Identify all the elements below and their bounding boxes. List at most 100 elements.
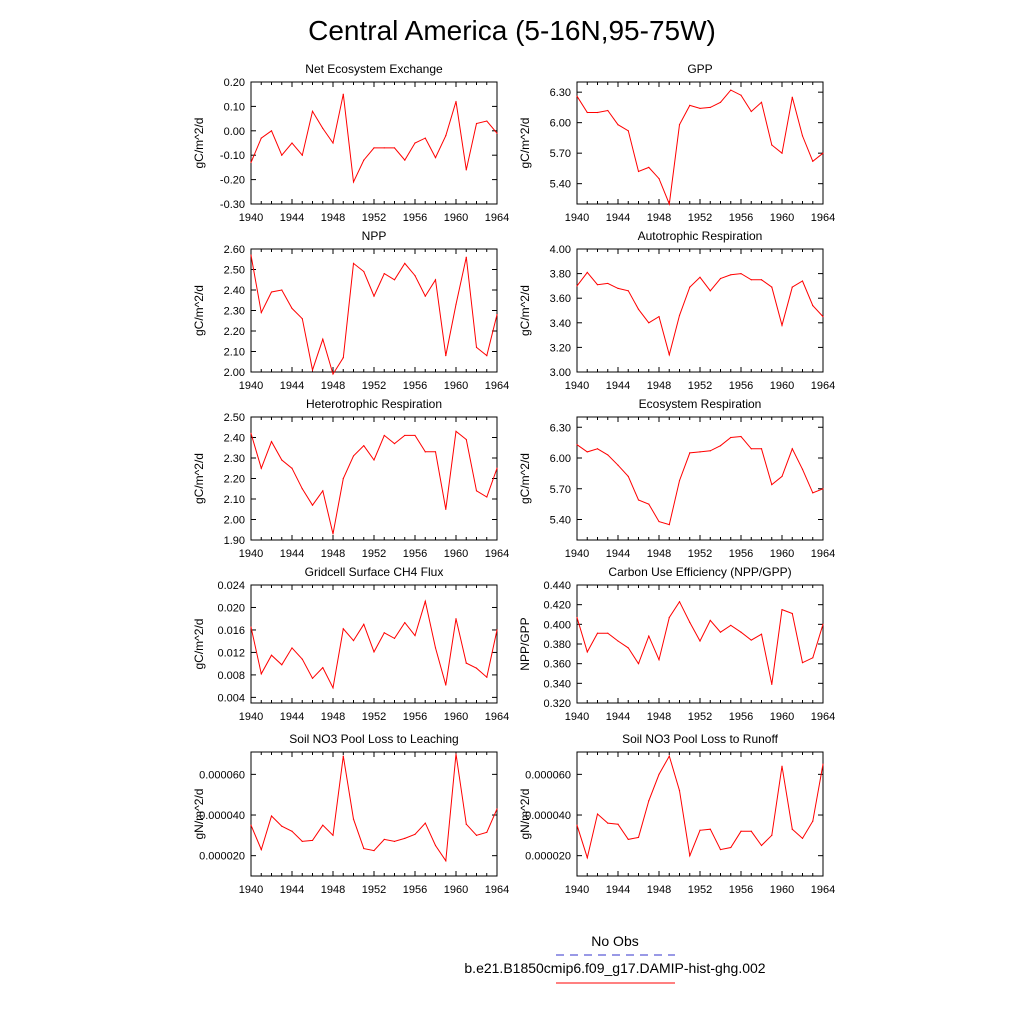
data-point <box>658 773 660 775</box>
legend-label-model: b.e21.B1850cmip6.f09_g17.DAMIP-hist-ghg.… <box>464 960 765 976</box>
data-point <box>627 475 629 478</box>
data-point <box>791 286 793 288</box>
data-point <box>363 445 365 447</box>
data-point <box>260 137 262 139</box>
plot-frame <box>250 751 498 877</box>
data-point <box>414 634 416 637</box>
data-point <box>445 135 447 137</box>
y-axis-label: gC/m^2/d <box>518 118 532 169</box>
data-point <box>496 629 498 631</box>
data-point <box>617 124 619 126</box>
x-tick-label: 1964 <box>811 711 835 723</box>
x-tick-label: 1960 <box>770 711 794 723</box>
x-tick-label: 1952 <box>362 711 386 723</box>
data-point <box>709 106 711 109</box>
x-tick-label: 1944 <box>280 711 304 723</box>
data-point <box>250 161 252 164</box>
data-point <box>250 824 252 826</box>
y-tick-label: 0.400 <box>543 619 571 631</box>
data-point <box>455 753 457 755</box>
x-tick-label: 1964 <box>485 711 509 723</box>
data-point <box>291 307 293 310</box>
data-point <box>496 467 498 469</box>
data-point <box>689 286 691 288</box>
data-point <box>689 855 691 857</box>
x-tick-label: 1964 <box>485 884 509 896</box>
data-point <box>678 314 681 317</box>
data-point <box>791 828 793 830</box>
data-point <box>627 130 629 132</box>
x-tick-label: 1948 <box>321 711 345 723</box>
data-point <box>586 651 588 653</box>
y-tick-label: -0.20 <box>220 175 245 187</box>
data-point <box>719 277 722 280</box>
x-tick-label: 1944 <box>606 380 630 392</box>
data-point <box>311 504 314 506</box>
data-point <box>586 111 588 114</box>
data-point <box>332 687 334 689</box>
data-point <box>250 254 252 256</box>
data-point <box>270 130 273 132</box>
data-point <box>596 111 599 114</box>
data-point <box>617 640 619 642</box>
data-point <box>637 499 640 501</box>
data-point <box>414 833 416 835</box>
y-tick-label: 0.420 <box>543 600 571 612</box>
panel-2: GPP gC/m^2/d 1940 1944 1948 1952 1956 1960 1964 5… <box>518 62 835 224</box>
series-line <box>576 435 824 526</box>
data-point <box>617 823 619 825</box>
data-point <box>658 520 660 523</box>
data-point <box>322 824 324 826</box>
data-point <box>750 639 752 641</box>
x-tick-label: 1948 <box>321 380 345 392</box>
data-point <box>270 441 273 443</box>
data-point <box>383 434 385 437</box>
panel-7: Gridcell Surface CH4 Flux gC/m^2/d 1940 194… <box>192 565 509 723</box>
data-point <box>699 829 701 831</box>
panel-1: Net Ecosystem Exchange gC/m^2/d 1940 1944 19… <box>192 62 509 224</box>
data-point <box>260 467 262 469</box>
y-tick-label: 3.40 <box>550 318 571 330</box>
panel-9: Soil NO3 Pool Loss to Leaching gN/m^2/d 19… <box>192 732 509 896</box>
data-point <box>475 834 478 836</box>
data-point <box>393 637 396 639</box>
data-point <box>627 838 629 841</box>
data-point <box>465 823 467 825</box>
data-point <box>342 357 344 359</box>
data-point <box>678 124 681 126</box>
series-line <box>250 255 498 376</box>
y-tick-label: 2.30 <box>224 306 245 318</box>
data-point <box>311 677 314 679</box>
data-point <box>730 436 732 439</box>
x-tick-label: 1952 <box>362 548 386 560</box>
data-point <box>373 459 375 461</box>
x-tick-label: 1964 <box>811 380 835 392</box>
data-point <box>332 142 334 144</box>
x-tick-label: 1960 <box>444 711 468 723</box>
x-tick-label: 1964 <box>485 380 509 392</box>
data-point <box>740 830 742 832</box>
data-point <box>434 279 437 281</box>
y-tick-label: 0.440 <box>543 580 571 592</box>
y-tick-label: 2.20 <box>224 326 245 338</box>
x-tick-label: 1944 <box>606 212 630 224</box>
panel-8: Carbon Use Efficiency (NPP/GPP) NPP/GPP 19… <box>518 565 835 723</box>
data-point <box>709 619 711 622</box>
y-tick-label: 2.30 <box>224 453 245 465</box>
data-point <box>812 657 814 659</box>
series-line <box>250 599 498 690</box>
x-tick-label: 1952 <box>688 548 712 560</box>
y-tick-label: 2.40 <box>224 433 245 445</box>
data-point <box>648 503 650 505</box>
y-tick-label: 2.00 <box>224 515 245 527</box>
data-point <box>781 608 783 611</box>
x-tick-label: 1948 <box>321 884 345 896</box>
x-tick-label: 1956 <box>403 380 427 392</box>
data-point <box>781 475 783 478</box>
data-point <box>393 147 396 149</box>
data-point <box>648 800 650 802</box>
data-point <box>270 291 273 293</box>
panel-4: Autotrophic Respiration gC/m^2/d 1940 1944 1… <box>518 229 835 392</box>
x-tick-label: 1940 <box>239 212 263 224</box>
data-point <box>352 818 355 820</box>
